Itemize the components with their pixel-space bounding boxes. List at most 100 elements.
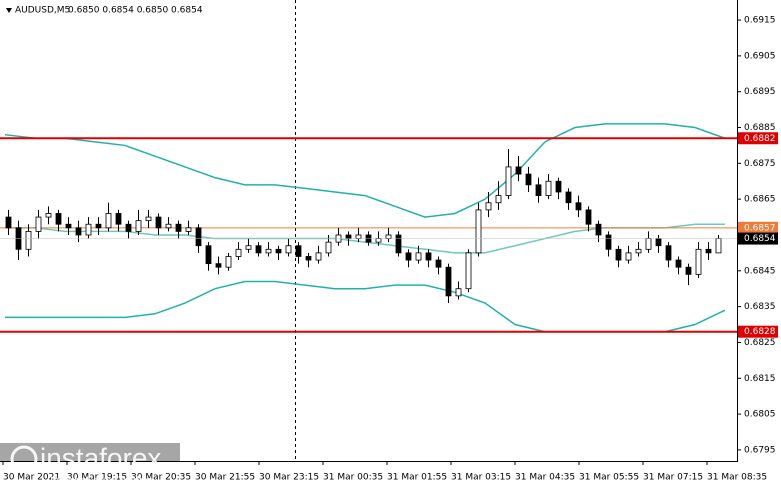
y-tick-label: 0.6815 [744,374,776,384]
y-tick-label: 0.6805 [744,410,776,420]
y-tick-label: 0.6915 [744,16,776,26]
candle-body [705,248,712,254]
watermark-band [0,443,180,461]
plot-area [0,123,737,333]
candle-body [55,213,62,225]
candle-body [185,227,192,232]
candle-body [625,252,632,261]
x-tick-label: 30 Mar 20:35 [131,473,191,483]
candle-body [525,173,532,186]
candle-body [445,266,452,297]
candle-body [425,252,432,261]
candle-body [135,220,142,232]
candle-body [45,213,52,218]
candle-body [205,245,212,265]
candle-body [5,216,12,229]
level-label-box [738,325,778,338]
candle-body [715,238,722,254]
x-tick-label: 30 Mar 21:55 [195,473,255,483]
x-tick-label: 31 Mar 07:15 [643,473,703,483]
candle-body [545,180,552,196]
x-tick-label: 30 Mar 2021 [3,473,60,483]
candle-body [235,248,242,257]
y-tick-label: 0.6875 [744,159,776,169]
candle-body [325,241,332,254]
y-tick-label: 0.6825 [744,338,776,348]
candle-body [695,248,702,275]
x-tick-label: 31 Mar 04:35 [515,473,575,483]
y-tick-label: 0.6895 [744,87,776,97]
candle-body [195,227,202,247]
y-tick-label: 0.6905 [744,51,776,61]
level-label: 0.6828 [744,327,776,337]
candle-body [615,248,622,261]
candle-body [455,288,462,297]
x-tick-label: 30 Mar 19:15 [67,473,127,483]
candle-body [225,256,232,268]
candle-body [165,223,172,229]
candle-body [315,252,322,261]
candle-body [95,223,102,229]
candle-body [275,248,282,254]
candle-body [515,166,522,175]
candle-body [505,166,512,196]
candle-body [125,223,132,232]
last-price-box [738,232,778,245]
quote: 0.6850 0.6854 0.6850 0.6854 [68,6,203,16]
candle-body [675,259,682,268]
candle-body [115,213,122,225]
x-tick-label: 31 Mar 08:35 [707,473,767,483]
x-tick-label: 31 Mar 05:55 [579,473,639,483]
candle-body [575,202,582,211]
candle-body [605,234,612,250]
candle-body [635,248,642,254]
candle-body [215,263,222,268]
y-tick-label: 0.6845 [744,266,776,276]
candle-body [655,238,662,247]
candle-body [105,213,112,229]
y-tick-label: 0.6795 [744,445,776,455]
candle-body [305,256,312,261]
candle-body [285,245,292,254]
candle-body [75,227,82,236]
candle-body [595,223,602,236]
candle-body [25,230,32,250]
watermark: instaforex Instant Forex Trading [0,442,180,487]
candle-body [355,234,362,239]
candle-body [255,245,262,254]
candle-body [475,209,482,254]
header-arrow [6,8,12,13]
symbol: AUDUSD,M5 [15,6,70,16]
level-label: 0.6857 [744,223,776,233]
candle-body [585,209,592,225]
candle-body [65,223,72,229]
x-tick-label: 31 Mar 00:35 [323,473,383,483]
candle-body [415,252,422,261]
band-line [4,123,726,218]
candle-body [85,223,92,236]
candle-body [395,234,402,254]
watermark-logo [10,445,38,473]
x-tick-label: 30 Mar 23:15 [259,473,319,483]
candle-body [685,266,692,275]
candle-body [155,216,162,229]
candle-body [495,195,502,204]
last-price-label: 0.6854 [744,234,776,244]
candle-body [565,191,572,204]
candle-body [265,248,272,254]
candle-body [175,223,182,232]
candle-body [535,184,542,196]
candle-body [485,202,492,211]
y-tick-label: 0.6885 [744,123,776,133]
level-label-box [738,132,778,145]
candle-body [295,245,302,257]
x-tick-label: 31 Mar 01:55 [387,473,447,483]
y-tick-label: 0.6835 [744,302,776,312]
candle-body [35,216,42,232]
candle-body [555,180,562,193]
candle-body [145,216,152,222]
watermark-brand: instaforex [40,442,161,473]
candle-body [645,238,652,250]
candle-body [435,259,442,268]
